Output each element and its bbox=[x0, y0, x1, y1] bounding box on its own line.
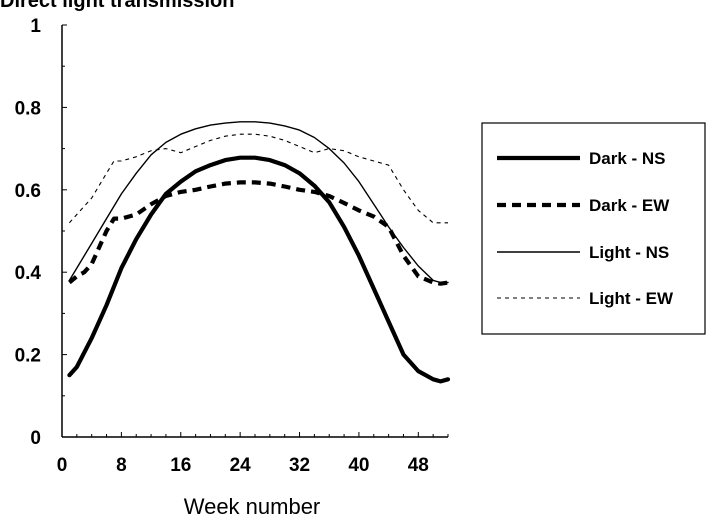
x-tick-label: 48 bbox=[408, 455, 429, 476]
y-tick-label: 0.6 bbox=[15, 181, 41, 202]
series-line-light-ns bbox=[68, 121, 449, 284]
y-tick-label: 0.8 bbox=[15, 98, 41, 119]
x-tick-label: 8 bbox=[116, 455, 127, 476]
plot-area bbox=[67, 121, 451, 384]
x-tick-label: 24 bbox=[230, 455, 252, 476]
y-tick-label: 1 bbox=[30, 16, 41, 37]
ticks: 0 8 16 24 32 40 48 0 0.2 0.4 0.6 0.8 1 bbox=[15, 16, 449, 476]
legend-label-dark-ew: Dark - EW bbox=[589, 196, 670, 215]
legend-label-dark-ns: Dark - NS bbox=[589, 149, 666, 168]
legend-label-light-ew: Light - EW bbox=[589, 289, 674, 308]
x-tick-label: 0 bbox=[57, 455, 68, 476]
x-tick-label: 16 bbox=[170, 455, 191, 476]
series-line-dark-ew bbox=[68, 180, 449, 286]
series-line-light-ew bbox=[68, 133, 448, 224]
x-axis-label: Week number bbox=[184, 494, 321, 519]
series-line-dark-ns bbox=[67, 155, 451, 384]
x-tick-label: 32 bbox=[289, 455, 310, 476]
chart-title: Direct light transmission bbox=[0, 0, 235, 12]
legend-label-light-ns: Light - NS bbox=[589, 243, 669, 262]
x-tick-label: 40 bbox=[348, 455, 369, 476]
legend: Dark - NS Dark - EW Light - NS Light - EW bbox=[481, 122, 706, 335]
y-tick-label: 0.2 bbox=[15, 346, 41, 367]
y-tick-label: 0.4 bbox=[15, 263, 42, 284]
y-tick-label: 0 bbox=[30, 428, 41, 449]
